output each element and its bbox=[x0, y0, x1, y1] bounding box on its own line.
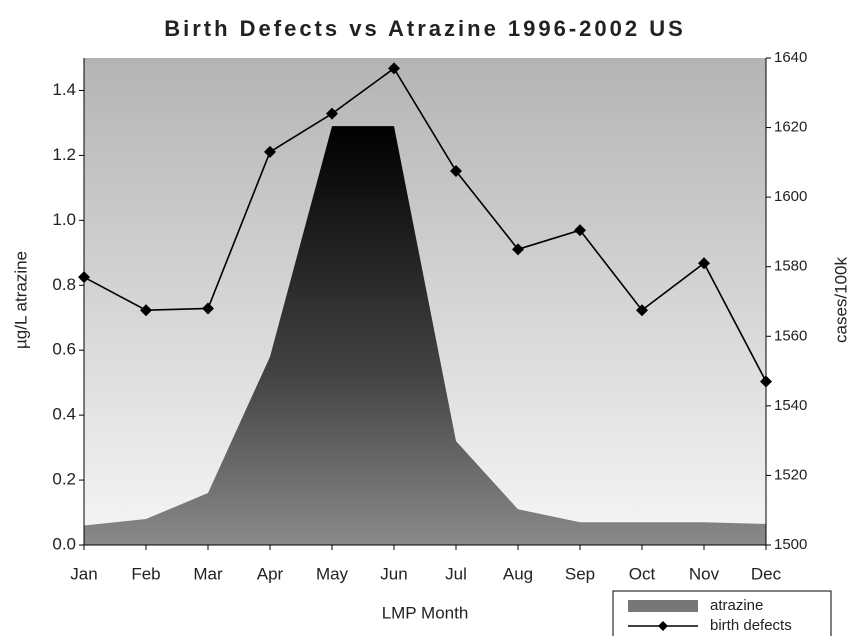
y-tick-label: 0.6 bbox=[52, 340, 76, 359]
x-tick-label: Feb bbox=[131, 564, 160, 583]
marker bbox=[512, 243, 524, 256]
marker bbox=[388, 62, 400, 75]
marker bbox=[326, 107, 338, 120]
y2-tick-label: 1500 bbox=[774, 536, 807, 553]
y-axis-label: µg/L atrazine bbox=[11, 251, 30, 349]
x-tick-label: Aug bbox=[503, 564, 533, 583]
y2-tick-label: 1640 bbox=[774, 49, 807, 66]
x-tick-label: Apr bbox=[257, 564, 284, 583]
y2-tick-label: 1520 bbox=[774, 466, 807, 483]
marker bbox=[574, 224, 586, 237]
legend-box bbox=[612, 590, 832, 636]
x-tick-label: Dec bbox=[751, 564, 782, 583]
y-tick-label: 0.0 bbox=[52, 534, 76, 553]
y-tick-label: 1.4 bbox=[52, 80, 76, 99]
y-tick-label: 0.4 bbox=[52, 405, 76, 424]
x-tick-label: Mar bbox=[193, 564, 223, 583]
y2-tick-label: 1560 bbox=[774, 327, 807, 344]
x-tick-label: Jan bbox=[70, 564, 97, 583]
marker bbox=[636, 304, 648, 317]
marker bbox=[140, 304, 152, 317]
marker bbox=[760, 375, 772, 388]
area bbox=[84, 126, 766, 546]
y2-tick-label: 1540 bbox=[774, 397, 807, 414]
legend-marker bbox=[658, 621, 668, 631]
marker bbox=[698, 257, 710, 270]
x-tick-label: Oct bbox=[629, 564, 656, 583]
x-tick-label: Nov bbox=[689, 564, 720, 583]
y2-tick-label: 1620 bbox=[774, 119, 807, 136]
x-tick-label: Sep bbox=[565, 564, 595, 583]
x-axis-label: LMP Month bbox=[382, 603, 469, 622]
x-tick-label: May bbox=[316, 564, 349, 583]
y2-tick-label: 1600 bbox=[774, 188, 807, 205]
y2-axis-label: cases/100k bbox=[831, 257, 850, 343]
marker bbox=[78, 271, 90, 284]
x-tick-label: Jul bbox=[445, 564, 467, 583]
marker bbox=[264, 145, 276, 158]
marker bbox=[202, 302, 214, 315]
legend-swatch bbox=[628, 600, 698, 612]
y-tick-label: 0.2 bbox=[52, 470, 76, 489]
legend-label: birth defects bbox=[710, 617, 792, 634]
legend-label: atrazine bbox=[710, 597, 763, 614]
chart-title: Birth Defects vs Atrazine 1996-2002 US bbox=[164, 16, 686, 41]
marker bbox=[450, 165, 462, 178]
y-tick-label: 0.8 bbox=[52, 275, 76, 294]
line bbox=[83, 67, 767, 382]
y-tick-label: 1.2 bbox=[52, 145, 76, 164]
x-tick-label: Jun bbox=[380, 564, 407, 583]
y2-tick-label: 1580 bbox=[774, 258, 807, 275]
y-tick-label: 1.0 bbox=[52, 210, 76, 229]
